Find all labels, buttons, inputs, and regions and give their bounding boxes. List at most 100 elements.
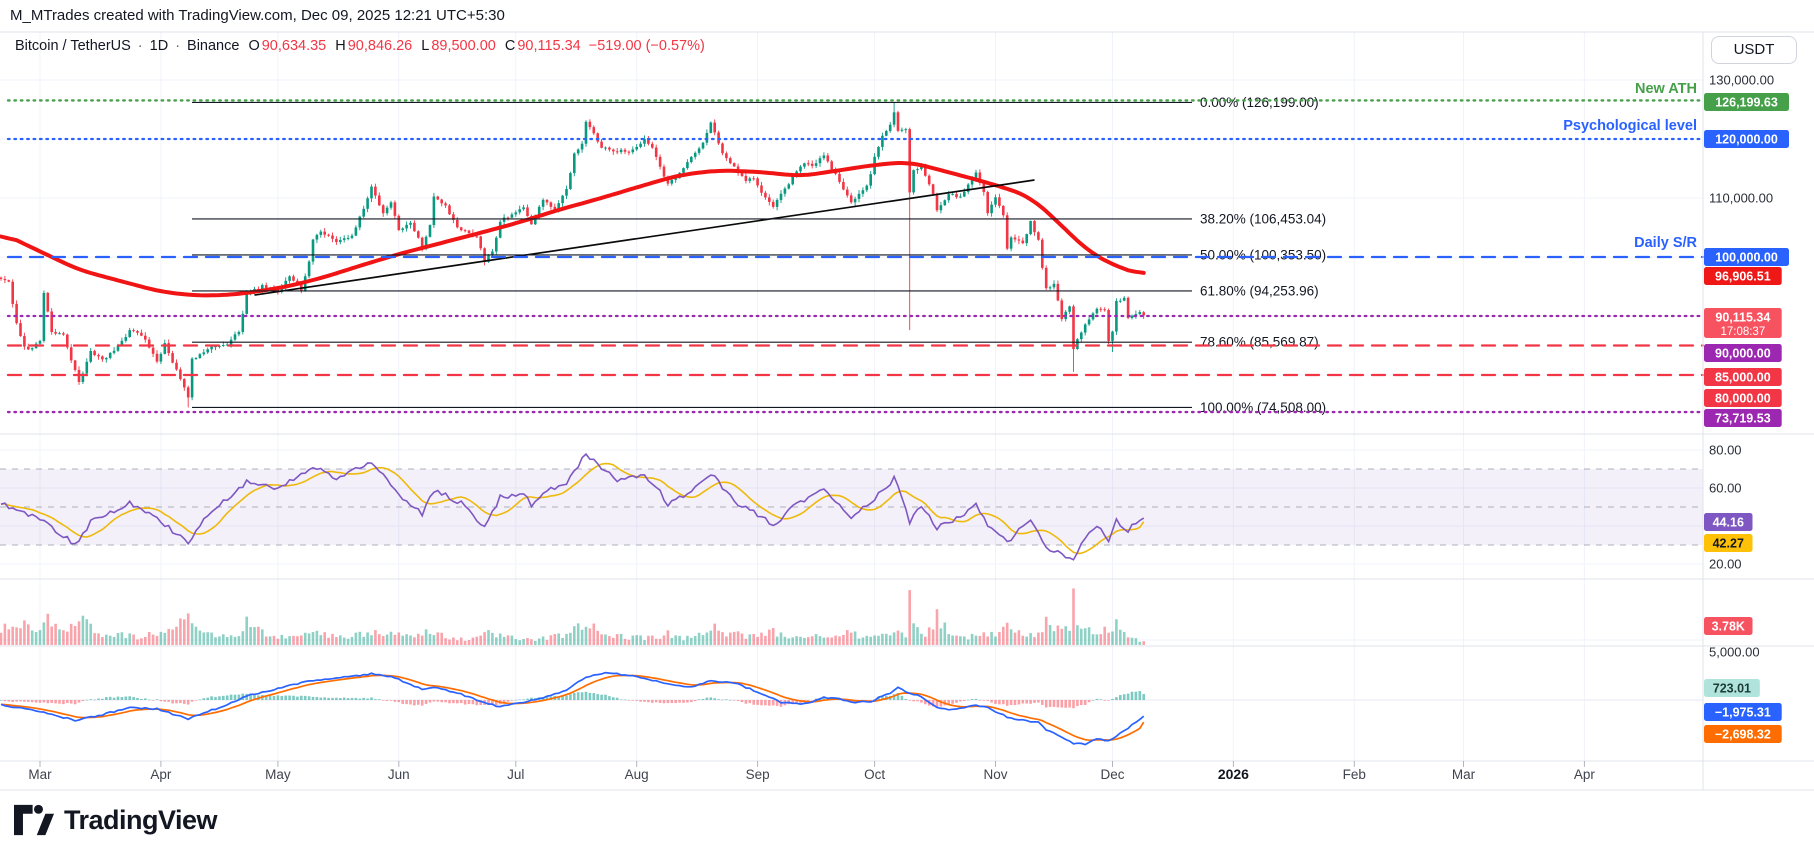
macd-hist-bar: [1138, 691, 1142, 700]
macd-hist-bar: [358, 698, 362, 700]
volume-bar: [900, 632, 904, 645]
candle: [89, 350, 92, 362]
macd-hist-bar: [608, 696, 611, 700]
month-label: Apr: [150, 767, 172, 782]
volume-bar: [1142, 641, 1145, 645]
candle: [791, 176, 794, 185]
macd-hist-bar: [869, 700, 872, 701]
candle: [124, 337, 128, 341]
macd-hist-bar: [1107, 700, 1110, 701]
volume-bar: [190, 623, 194, 645]
volume-bar: [1068, 630, 1071, 645]
volume-bar: [112, 636, 116, 645]
macd-hist-bar: [1052, 700, 1056, 707]
macd-hist-bar: [807, 700, 810, 702]
macd-hist-bar: [175, 700, 178, 704]
macd-hist-bar: [1099, 699, 1103, 700]
volume-bar: [241, 631, 245, 645]
volume-bar: [814, 634, 818, 645]
price-scale[interactable]: 130,000.00 110,000.00 80.00 60.00 20.00 5,000…: [1704, 73, 1789, 744]
volume-bar: [487, 630, 490, 645]
macd-hist-bar: [432, 700, 436, 702]
candles-layer: [0, 102, 1145, 408]
volume-bar: [93, 633, 96, 645]
time-axis[interactable]: Mar Apr May Jun Jul Aug Sep Oct Nov Dec 2026 Feb Mar…: [28, 761, 1595, 782]
volume-bar: [931, 629, 935, 645]
candle: [1044, 267, 1048, 289]
candle: [892, 112, 896, 125]
candle: [315, 234, 319, 240]
macd-hist-bar: [506, 700, 510, 702]
volume-bar: [300, 635, 303, 645]
volume-bar: [116, 632, 120, 645]
macd-hist-bar: [1037, 700, 1040, 703]
macd-hist-bar: [124, 696, 128, 700]
candle: [323, 231, 326, 235]
volume-bar: [354, 632, 358, 645]
volume-bar: [319, 635, 323, 645]
macd-hist-bar: [30, 700, 34, 703]
candle: [428, 225, 432, 237]
macd-hist-bar: [237, 694, 241, 700]
volume-bar: [420, 635, 424, 645]
volume-bar: [596, 630, 599, 645]
rsi-band: [0, 468, 1703, 546]
candle: [413, 222, 416, 232]
volume-bar: [826, 637, 830, 645]
annotation-daily-s-r: Daily S/R: [1634, 235, 1697, 251]
macd-hist-bar: [697, 699, 701, 700]
candle: [510, 214, 514, 218]
candle: [350, 235, 354, 238]
macd-hist-bar: [155, 699, 159, 700]
candle: [947, 194, 950, 201]
volume-bar: [830, 637, 833, 645]
macd-hist-bar: [475, 700, 479, 706]
candle: [1037, 232, 1040, 240]
volume-bar: [1021, 635, 1025, 645]
tradingview-brand-link[interactable]: TradingView: [14, 802, 218, 838]
candle: [654, 147, 658, 157]
macd-hist-bar: [362, 697, 365, 700]
currency-toggle-button[interactable]: USDT: [1711, 36, 1797, 64]
volume-bar: [374, 630, 377, 645]
macd-hist-bar: [315, 696, 319, 700]
candle: [222, 345, 225, 347]
volume-bar: [963, 636, 966, 645]
candle: [30, 348, 34, 350]
volume-bar: [943, 622, 947, 645]
volume-bar: [592, 623, 596, 645]
macd-hist-bar: [73, 700, 77, 705]
svg-text:100,000.00: 100,000.00: [1715, 251, 1778, 265]
macd-hist-bar: [183, 700, 186, 704]
timeframe-label[interactable]: 1D: [149, 38, 169, 54]
volume-bar: [1126, 637, 1130, 645]
symbol-title[interactable]: Bitcoin / TetherUS: [15, 38, 131, 54]
candle: [1122, 297, 1126, 301]
candle: [136, 331, 139, 333]
candle: [58, 333, 61, 335]
macd-hist-bar: [397, 700, 401, 703]
candle: [261, 285, 264, 290]
volume-bar: [46, 613, 50, 645]
candle: [943, 200, 947, 206]
volume-bar: [42, 622, 46, 645]
candle: [370, 186, 373, 199]
candle: [479, 236, 482, 249]
trendline-layer[interactable]: [254, 179, 1035, 296]
volume-bar: [1025, 636, 1028, 645]
candle: [814, 163, 818, 166]
candle: [612, 149, 615, 152]
volume-bar: [1095, 634, 1099, 645]
trendline[interactable]: [254, 179, 1035, 296]
macd-hist-bar: [144, 698, 147, 700]
volume-bar: [916, 627, 919, 645]
volume-bar: [888, 635, 892, 645]
volume-bar: [311, 632, 315, 645]
macd-hist-bar: [1033, 700, 1036, 703]
volume-bar: [292, 635, 295, 645]
candle: [448, 205, 451, 215]
candle: [615, 151, 619, 153]
candle: [1083, 324, 1087, 333]
macd-hist-bar: [514, 699, 518, 701]
